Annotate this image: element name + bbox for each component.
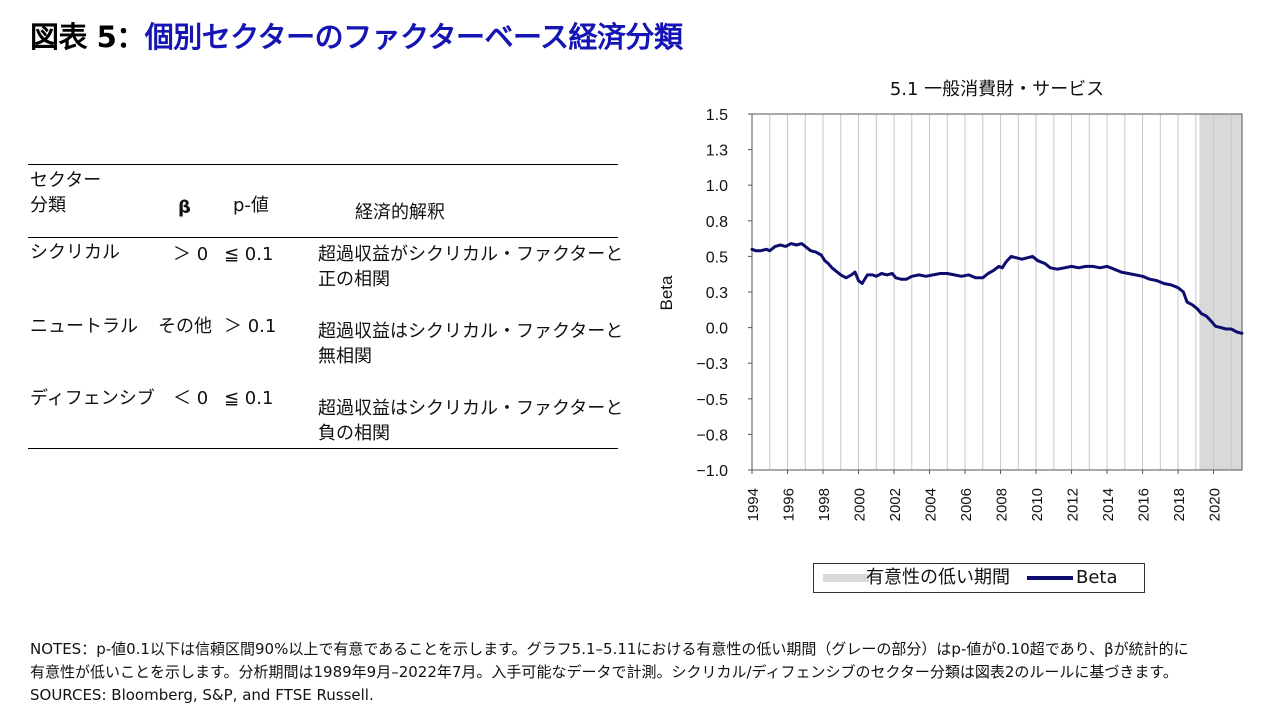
row-pvalue-neutral: ＞ 0.1 bbox=[224, 316, 277, 337]
row-beta-neutral: その他 bbox=[158, 316, 212, 337]
x-tick-label: 2004 bbox=[923, 488, 940, 521]
header-sector-line2: 分類 bbox=[30, 195, 66, 216]
x-tick-label: 2012 bbox=[1065, 488, 1082, 521]
y-tick-label: 1.3 bbox=[706, 143, 728, 160]
y-axis-label: Beta bbox=[657, 275, 676, 311]
row-beta-defensive: ＜ 0 bbox=[173, 388, 209, 409]
x-tick-label: 2000 bbox=[852, 488, 869, 521]
row-interp-neutral-line1: 超過収益はシクリカル・ファクターと bbox=[318, 321, 624, 342]
series-line-beta bbox=[750, 242, 1244, 335]
row-interp-defensive-line1: 超過収益はシクリカル・ファクターと bbox=[318, 398, 624, 419]
row-pvalue-defensive: ≦ 0.1 bbox=[224, 388, 274, 409]
row-interp-cyclical-line1: 超過収益がシクリカル・ファクターと bbox=[318, 244, 624, 265]
legend-shaded-swatch bbox=[823, 574, 869, 582]
title-main: 個別セクターのファクターベース経済分類 bbox=[144, 20, 683, 54]
legend-line-swatch bbox=[1027, 576, 1073, 580]
plot-layer: 1.5 1.3 1.0 0.8 0.5 0.3 0.0 −0.3 −0.5 −0.8 −1.0 199… bbox=[696, 107, 1244, 521]
y-tick-label: 0.3 bbox=[706, 285, 728, 302]
x-tick-label: 2014 bbox=[1100, 488, 1117, 521]
y-tick-label: 0.0 bbox=[706, 321, 728, 338]
sources-line: SOURCES: Bloomberg, S&P, and FTSE Russel… bbox=[30, 686, 374, 704]
row-beta-cyclical: ＞ 0 bbox=[173, 244, 209, 265]
header-beta: β bbox=[178, 197, 191, 218]
row-interp-cyclical-line2: 正の相関 bbox=[318, 269, 390, 290]
table-top-rule bbox=[28, 164, 618, 165]
x-tick-label: 2018 bbox=[1171, 488, 1188, 521]
x-tick-label: 1994 bbox=[745, 488, 762, 521]
title-prefix: 図表 5： bbox=[30, 20, 145, 54]
y-tick-label: 1.5 bbox=[706, 107, 728, 124]
header-pvalue: p-値 bbox=[233, 195, 269, 216]
x-tick-label: 2020 bbox=[1207, 488, 1224, 521]
x-tick-label: 2002 bbox=[887, 488, 904, 521]
table-header-rule bbox=[28, 237, 618, 238]
x-tick-label: 1998 bbox=[816, 488, 833, 521]
y-tick-label: 1.0 bbox=[706, 178, 728, 195]
classification-table: セクター 分類 β p-値 経済的解釈 シクリカル ＞ 0 ≦ 0.1 超過収益… bbox=[28, 164, 623, 450]
x-tick-label: 1996 bbox=[781, 488, 798, 521]
y-tick-label: −0.5 bbox=[696, 392, 728, 409]
row-pvalue-cyclical: ≦ 0.1 bbox=[224, 244, 274, 265]
legend-shaded-label: 有意性の低い期間 bbox=[866, 567, 1010, 588]
header-sector-line1: セクター bbox=[30, 170, 102, 191]
table-bottom-rule bbox=[28, 448, 618, 449]
header-interpretation: 経済的解釈 bbox=[355, 202, 445, 223]
x-tick-label: 2008 bbox=[994, 488, 1011, 521]
page-title: 図表 5：個別セクターのファクターベース経済分類 bbox=[30, 14, 683, 56]
x-tick-label: 2016 bbox=[1136, 488, 1153, 521]
y-tick-label: −0.3 bbox=[696, 356, 728, 373]
legend-line-label: Beta bbox=[1076, 567, 1118, 588]
y-tick-label: 0.5 bbox=[706, 249, 728, 266]
notes-line-2: 有意性が低いことを示します。分析期間は1989年9月–2022年7月。入手可能な… bbox=[30, 663, 1178, 681]
notes-line-1: NOTES：p-値0.1以下は信頼区間90%以上で有意であることを示します。グラ… bbox=[30, 640, 1189, 658]
row-sector-defensive: ディフェンシブ bbox=[30, 388, 155, 409]
y-tick-label: −0.8 bbox=[696, 427, 728, 444]
low-significance-shading bbox=[1199, 114, 1242, 470]
row-sector-neutral: ニュートラル bbox=[30, 316, 138, 337]
x-tick-label: 2010 bbox=[1029, 488, 1046, 521]
chart-title: 5.1 一般消費財・サービス bbox=[889, 79, 1105, 100]
chart-legend: 有意性の低い期間 Beta bbox=[813, 563, 1145, 593]
footnotes: NOTES：p-値0.1以下は信頼区間90%以上で有意であることを示します。グラ… bbox=[30, 638, 1189, 707]
row-sector-cyclical: シクリカル bbox=[30, 242, 120, 263]
x-tick-label: 2006 bbox=[958, 488, 975, 521]
row-interp-neutral-line2: 無相関 bbox=[318, 346, 372, 367]
y-tick-label: −1.0 bbox=[696, 463, 728, 480]
y-tick-label: 0.8 bbox=[706, 214, 728, 231]
row-interp-defensive-line2: 負の相関 bbox=[318, 423, 390, 444]
plot-frame bbox=[751, 113, 1243, 471]
